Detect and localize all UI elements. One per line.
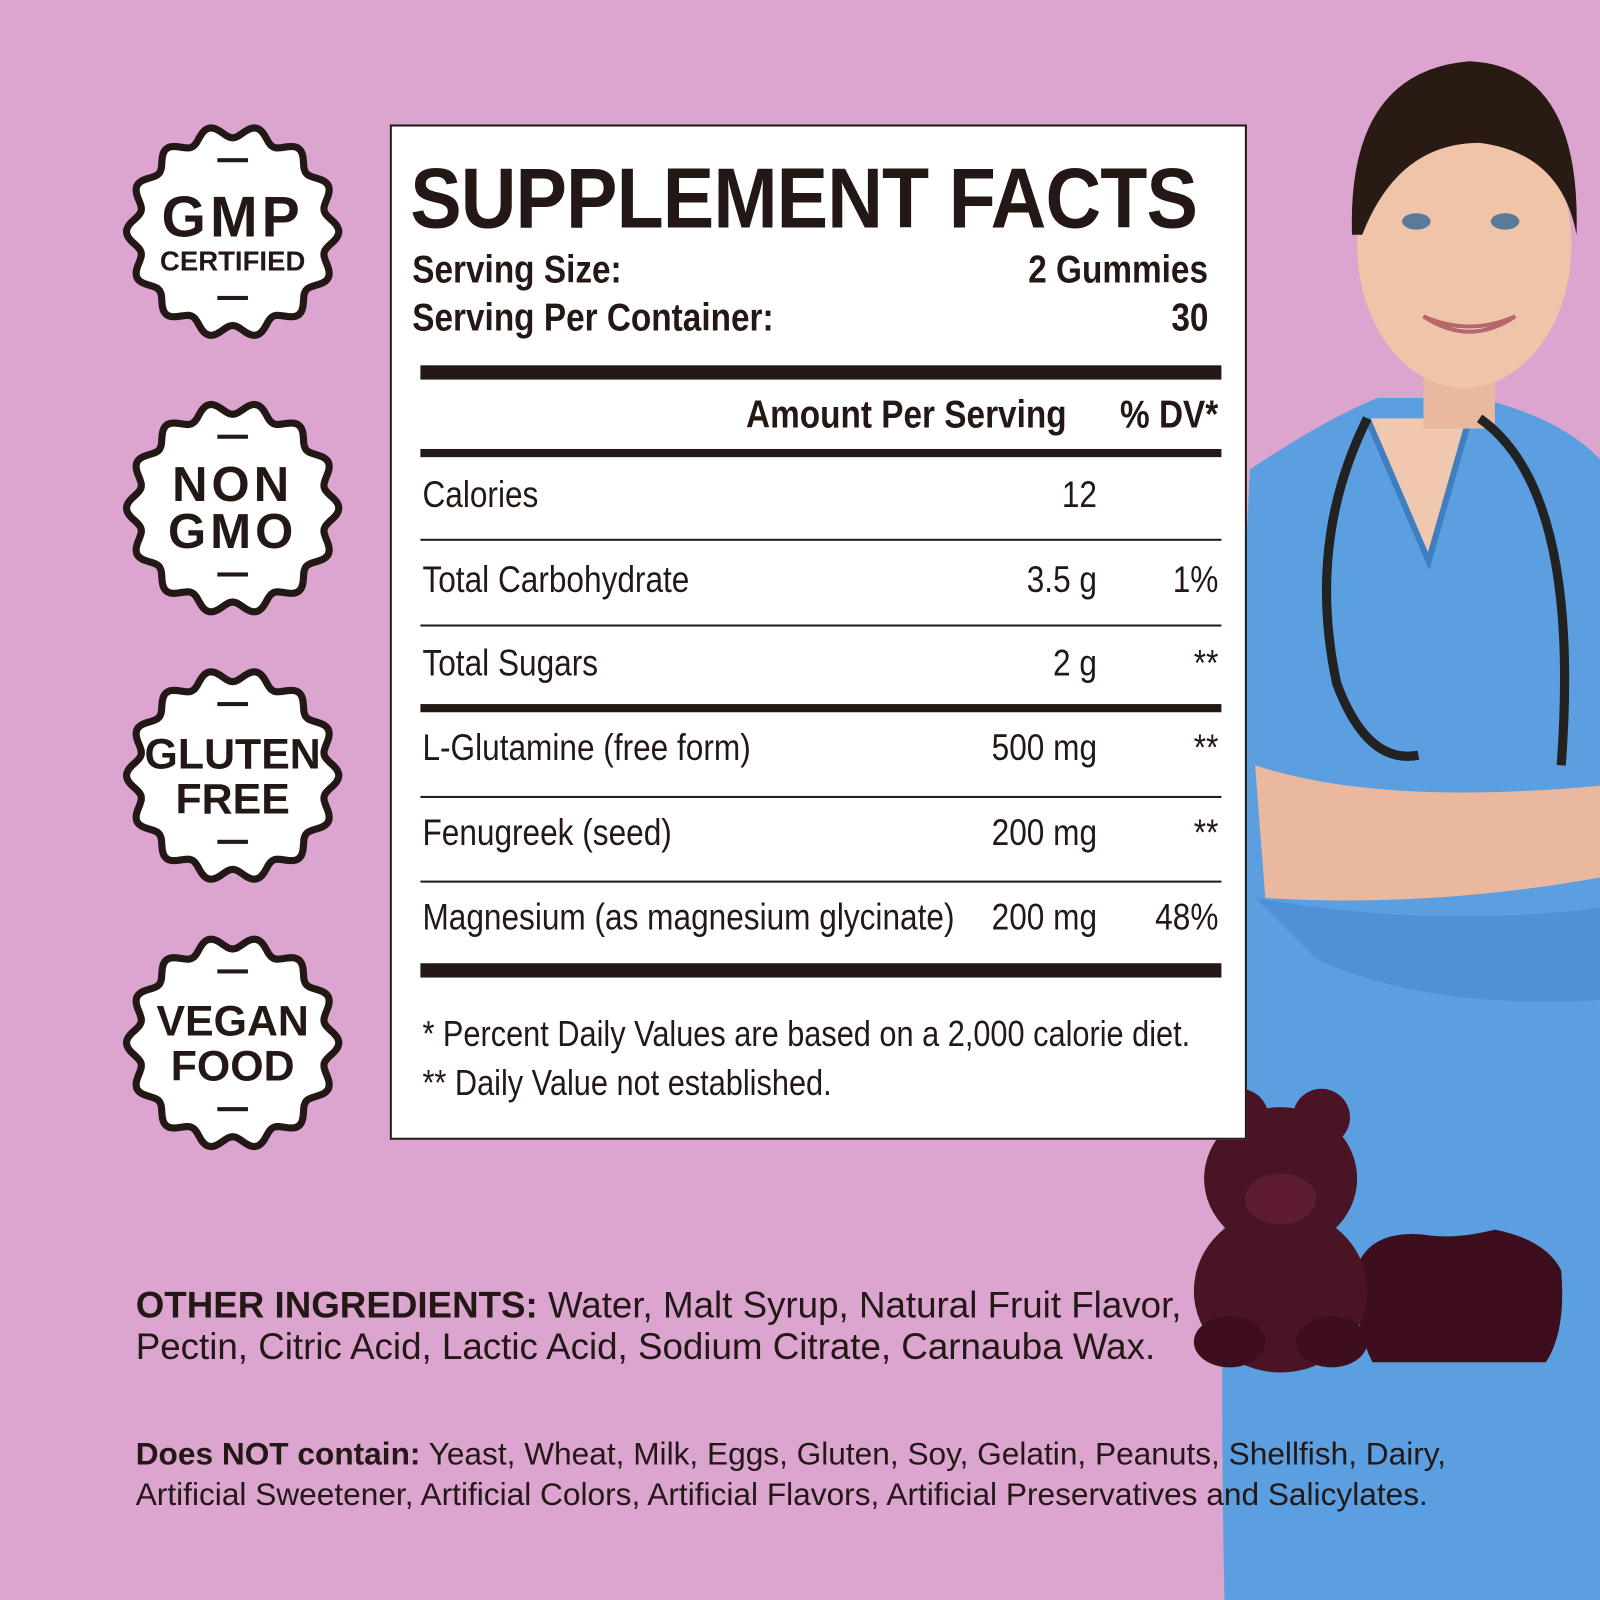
divider bbox=[420, 963, 1222, 978]
serving-size-value: 2 Gummies bbox=[1028, 248, 1209, 292]
other-ingredients-text: Pectin, Citric Acid, Lactic Acid, Sodium… bbox=[135, 1325, 1156, 1368]
badge-line2: FREE bbox=[175, 774, 290, 823]
nutrient-name: Calories bbox=[422, 473, 539, 516]
nutrient-dv: 48% bbox=[1155, 895, 1219, 938]
divider bbox=[420, 538, 1222, 541]
footnote-not-established: ** Daily Value not established. bbox=[422, 1063, 832, 1104]
other-ingredients-label: OTHER INGREDIENTS: bbox=[135, 1283, 538, 1326]
divider bbox=[420, 795, 1222, 798]
nutrient-name: Magnesium (as magnesium glycinate) bbox=[422, 895, 955, 938]
badge-line2: CERTIFIED bbox=[159, 245, 306, 277]
crossed-arms bbox=[1255, 765, 1600, 901]
badge-line2: GMO bbox=[168, 505, 298, 560]
nutrient-name: Total Carbohydrate bbox=[422, 558, 690, 600]
does-not-contain: Does NOT contain: Yeast, Wheat, Milk, Eg… bbox=[136, 1434, 1446, 1516]
hair bbox=[1351, 61, 1577, 235]
nutrient-amount: 2 g bbox=[1053, 641, 1097, 684]
divider bbox=[420, 448, 1222, 458]
serving-size-label: Serving Size: bbox=[412, 248, 622, 292]
nutrient-amount: 12 bbox=[1061, 473, 1097, 516]
dv-header: % DV* bbox=[1120, 393, 1219, 437]
servings-per-container-value: 30 bbox=[1171, 296, 1209, 340]
servings-per-container-label: Serving Per Container: bbox=[412, 296, 774, 340]
vegan-food-badge: VEGAN FOOD bbox=[120, 931, 344, 1155]
gummy-bears bbox=[1193, 1088, 1563, 1373]
divider bbox=[420, 624, 1222, 627]
divider bbox=[420, 704, 1222, 713]
gmp-certified-badge: GMP CERTIFIED bbox=[120, 119, 344, 343]
nutrient-amount: 3.5 g bbox=[1026, 558, 1097, 600]
nutrient-amount: 500 mg bbox=[991, 726, 1097, 769]
stethoscope bbox=[1321, 414, 1570, 766]
nutrient-dv: ** bbox=[1193, 726, 1219, 769]
nutrient-dv: 1% bbox=[1172, 558, 1219, 600]
other-ingredients: OTHER INGREDIENTS: Water, Malt Syrup, Na… bbox=[136, 1284, 1182, 1368]
nutrient-amount: 200 mg bbox=[991, 811, 1097, 854]
gluten-free-badge: GLUTEN FREE bbox=[120, 663, 344, 887]
badge-line1: VEGAN bbox=[156, 996, 309, 1045]
non-gmo-badge: NON GMO bbox=[120, 396, 344, 620]
divider bbox=[420, 880, 1222, 883]
nutrient-name: Fenugreek (seed) bbox=[422, 811, 672, 854]
does-not-contain-text: Yeast, Wheat, Milk, Eggs, Gluten, Soy, G… bbox=[420, 1435, 1447, 1472]
amount-per-serving-header: Amount Per Serving bbox=[745, 393, 1067, 437]
does-not-contain-text: Artificial Sweetener, Artificial Colors,… bbox=[135, 1476, 1428, 1513]
badge-line1: GLUTEN bbox=[144, 729, 321, 778]
badge-line1: NON bbox=[172, 458, 294, 513]
facts-title: SUPPLEMENT FACTS bbox=[410, 149, 1198, 246]
nutrient-amount: 200 mg bbox=[991, 895, 1097, 938]
badge-line1: GMP bbox=[161, 184, 304, 249]
footnote-dv: * Percent Daily Values are based on a 2,… bbox=[422, 1014, 1191, 1055]
face bbox=[1357, 102, 1572, 388]
other-ingredients-text: Water, Malt Syrup, Natural Fruit Flavor, bbox=[537, 1283, 1182, 1326]
nutrient-name: Total Sugars bbox=[422, 641, 599, 684]
supplement-facts-panel: SUPPLEMENT FACTS Serving Size: 2 Gummies… bbox=[389, 124, 1247, 1140]
does-not-contain-label: Does NOT contain: bbox=[135, 1435, 421, 1472]
divider bbox=[420, 365, 1222, 380]
nutrient-dv: ** bbox=[1193, 641, 1219, 684]
nutrient-name: L-Glutamine (free form) bbox=[422, 726, 751, 769]
badge-line2: FOOD bbox=[170, 1041, 295, 1090]
nutrient-dv: ** bbox=[1193, 811, 1219, 854]
